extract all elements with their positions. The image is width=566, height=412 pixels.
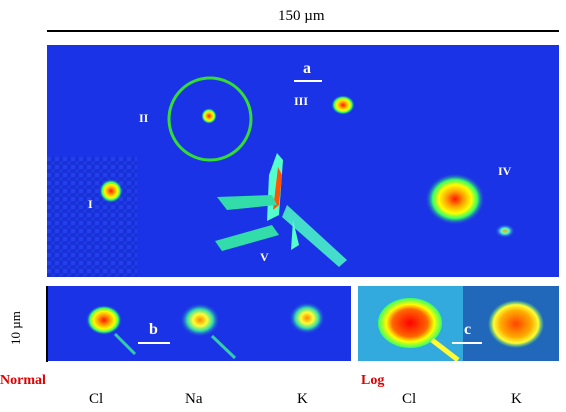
panel-b-label: b bbox=[149, 321, 158, 338]
region-label-ii: II bbox=[139, 111, 149, 125]
element-label-k-normal: K bbox=[297, 391, 308, 407]
panel-c-underline bbox=[452, 342, 482, 344]
particle-v bbox=[215, 153, 347, 267]
mode-label-normal: Normal bbox=[0, 373, 46, 388]
panel-b-cl-particle bbox=[86, 305, 122, 335]
panel-a-map bbox=[47, 45, 559, 277]
particle-ii-highlight-circle bbox=[167, 76, 253, 162]
panel-c-k-particle bbox=[488, 300, 544, 348]
particle-iv bbox=[425, 173, 485, 225]
element-label-na-normal: Na bbox=[185, 391, 203, 407]
panel-b-svg bbox=[47, 286, 351, 361]
particle-iv-tail bbox=[495, 224, 515, 238]
region-label-iii: III bbox=[294, 94, 309, 108]
particle-i bbox=[99, 179, 123, 203]
region-label-v: V bbox=[260, 250, 269, 264]
panel-c-label: c bbox=[464, 321, 472, 338]
panel-c-cl-tail bbox=[430, 338, 460, 361]
panel-b-na-particle bbox=[180, 303, 220, 337]
element-label-k-log: K bbox=[511, 391, 522, 407]
element-label-cl-normal: Cl bbox=[89, 391, 104, 407]
panel-b-na-tail bbox=[210, 334, 237, 360]
particle-ii bbox=[201, 108, 217, 124]
panel-c-map bbox=[358, 286, 559, 361]
panel-b-underline bbox=[138, 342, 170, 344]
panel-a-svg bbox=[47, 45, 559, 277]
region-label-i: I bbox=[88, 197, 93, 211]
scale-bar-side bbox=[46, 286, 48, 362]
panel-b-map bbox=[47, 286, 351, 361]
scale-label-side: 10 µm bbox=[8, 311, 23, 345]
panel-c-svg bbox=[358, 286, 559, 361]
panel-b-k-particle bbox=[289, 302, 325, 334]
mode-label-log: Log bbox=[361, 373, 385, 388]
particle-iii bbox=[331, 95, 355, 115]
panel-a-label: a bbox=[303, 60, 311, 77]
panel-b-cl-tail bbox=[113, 332, 137, 356]
element-label-cl-log: Cl bbox=[402, 391, 417, 407]
scale-bar-top bbox=[47, 30, 559, 32]
region-label-iv: IV bbox=[498, 164, 512, 178]
scale-label-top: 150 µm bbox=[278, 8, 325, 24]
panel-a-underline bbox=[294, 80, 322, 82]
panel-c-cl-particle bbox=[378, 298, 442, 348]
region-i-noise-patch bbox=[47, 157, 137, 277]
